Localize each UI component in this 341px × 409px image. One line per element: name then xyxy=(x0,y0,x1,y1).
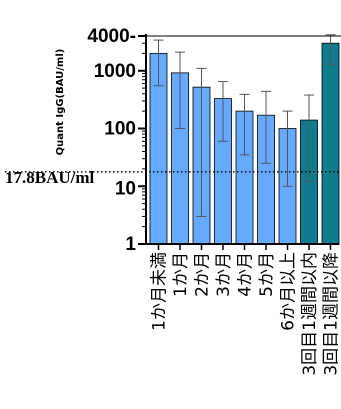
y-axis-ticks: 1 10 100 1000 4000- xyxy=(87,26,146,255)
category-labels: 1か月未満 1か月 2か月 3か月 4か月 5か月 6か月以上 3回目1週間以内 3回目1週間以… xyxy=(150,244,341,376)
category-label: 5か月 xyxy=(257,252,277,297)
y-tick-label: 1000 xyxy=(94,61,136,82)
category-label: 2か月 xyxy=(193,252,213,297)
y-tick-label: 100 xyxy=(104,119,136,140)
y-tick-label: 1 xyxy=(125,234,136,255)
threshold-label: 17.8BAU/ml xyxy=(5,168,95,187)
category-label: 3回目1週間以内 xyxy=(300,252,320,376)
category-label: 1か月 xyxy=(171,252,191,297)
bars xyxy=(149,42,340,245)
category-label: 4か月 xyxy=(236,252,256,297)
category-label: 6か月以上 xyxy=(279,252,299,331)
category-label: 3か月 xyxy=(214,252,234,297)
category-label: 3回目1週間以降 xyxy=(322,252,341,376)
y-tick-label: 10 xyxy=(115,178,136,199)
y-axis-label: Quant IgG(BAU/ml) xyxy=(55,49,66,156)
category-label: 1か月未満 xyxy=(150,252,170,331)
bar xyxy=(321,42,340,245)
error-bars xyxy=(153,34,336,217)
y-tick-label: 4000- xyxy=(87,26,136,47)
